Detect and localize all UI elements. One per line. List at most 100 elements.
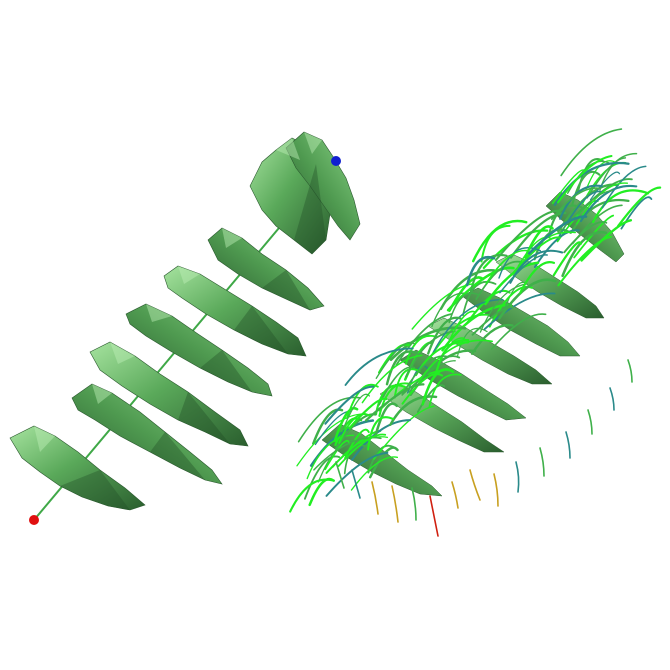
- streamline: [313, 436, 382, 471]
- streamline: [586, 157, 627, 199]
- streamline: [297, 396, 362, 443]
- surface-slice-2: [71, 383, 223, 485]
- streamline-tail: [391, 485, 399, 523]
- streamline: [580, 219, 633, 262]
- streamline: [374, 402, 399, 438]
- streamline: [378, 382, 411, 417]
- streamline: [475, 260, 523, 300]
- streamline: [462, 281, 497, 317]
- streamline: [558, 189, 614, 235]
- streamline: [498, 278, 557, 320]
- streamline: [367, 444, 395, 474]
- streamline: [483, 292, 556, 331]
- streamline: [577, 178, 633, 215]
- streamline: [620, 196, 653, 230]
- streamline: [368, 446, 399, 479]
- stream-surface-6: [495, 253, 605, 319]
- streamline: [527, 215, 588, 255]
- streamline: [306, 434, 355, 480]
- streamline: [617, 186, 662, 228]
- streamline: [519, 261, 556, 294]
- right-streamline-view: [289, 128, 662, 537]
- streamline: [592, 189, 650, 224]
- streamline: [343, 444, 371, 475]
- streamline: [561, 230, 608, 278]
- streamline-tail: [335, 461, 345, 489]
- streamline: [416, 384, 446, 413]
- streamline: [566, 160, 610, 194]
- surface-slice-5: [163, 265, 307, 357]
- streamline: [332, 436, 389, 468]
- surface-slice-6: [207, 227, 325, 311]
- streamline-tail: [587, 409, 593, 435]
- streamline: [490, 313, 547, 350]
- streamline: [552, 241, 583, 277]
- streamline-tail: [429, 495, 439, 537]
- surface-slice-3: [89, 341, 249, 447]
- streamline-tail: [469, 469, 481, 501]
- streamline: [309, 419, 375, 467]
- streamline: [559, 184, 603, 220]
- streamline: [308, 477, 335, 507]
- streamline: [421, 368, 455, 406]
- streamline: [571, 170, 601, 206]
- streamline: [556, 154, 613, 204]
- streamline: [485, 249, 530, 285]
- streamline-tail: [565, 431, 571, 459]
- streamline: [324, 385, 375, 425]
- streamline: [375, 341, 415, 379]
- streamline: [509, 249, 564, 284]
- streamline: [303, 455, 341, 500]
- streamline: [417, 339, 493, 383]
- streamline: [405, 330, 456, 378]
- streamline: [324, 439, 350, 471]
- streamline: [393, 368, 421, 399]
- streamline: [553, 161, 630, 206]
- streamline: [325, 451, 389, 497]
- streamline: [312, 408, 344, 445]
- streamline: [579, 184, 638, 223]
- streamline: [512, 236, 561, 274]
- streamline: [364, 383, 425, 422]
- streamline: [348, 397, 388, 430]
- streamline: [550, 187, 601, 221]
- streamline: [401, 373, 444, 405]
- streamline-tail: [515, 461, 520, 493]
- streamline: [439, 269, 496, 311]
- streamline-tail: [609, 387, 615, 411]
- streamline: [484, 261, 540, 306]
- streamline: [432, 298, 504, 353]
- streamline: [601, 165, 647, 209]
- streamline-tail: [411, 487, 417, 521]
- streamline-tail: [351, 469, 361, 499]
- streamline: [385, 350, 419, 386]
- streamlines: [289, 128, 662, 537]
- axis-end-marker: [331, 156, 341, 166]
- left-surface-stack: [9, 131, 361, 525]
- streamline: [344, 347, 414, 386]
- streamline-tail: [451, 481, 459, 509]
- streamline: [471, 305, 514, 336]
- streamline: [427, 316, 462, 355]
- surface-slice-4: [125, 303, 273, 397]
- streamline: [563, 220, 608, 254]
- streamline: [589, 171, 621, 201]
- streamline: [471, 219, 528, 263]
- surface-highlights: [34, 132, 322, 452]
- streamline: [428, 373, 462, 408]
- streamline-tail: [627, 359, 633, 383]
- axis-start-marker: [29, 515, 39, 525]
- streamline: [551, 169, 586, 205]
- streamline: [435, 339, 470, 374]
- streamline: [344, 428, 370, 460]
- surface-slice-8: [285, 131, 361, 241]
- surface-slice-1: [9, 425, 146, 511]
- streamline: [351, 419, 411, 461]
- streamline: [337, 433, 387, 468]
- streamline-tail: [493, 473, 499, 507]
- streamline: [494, 209, 562, 262]
- streamline: [448, 310, 476, 343]
- streamline: [456, 327, 488, 358]
- streamline: [470, 323, 514, 355]
